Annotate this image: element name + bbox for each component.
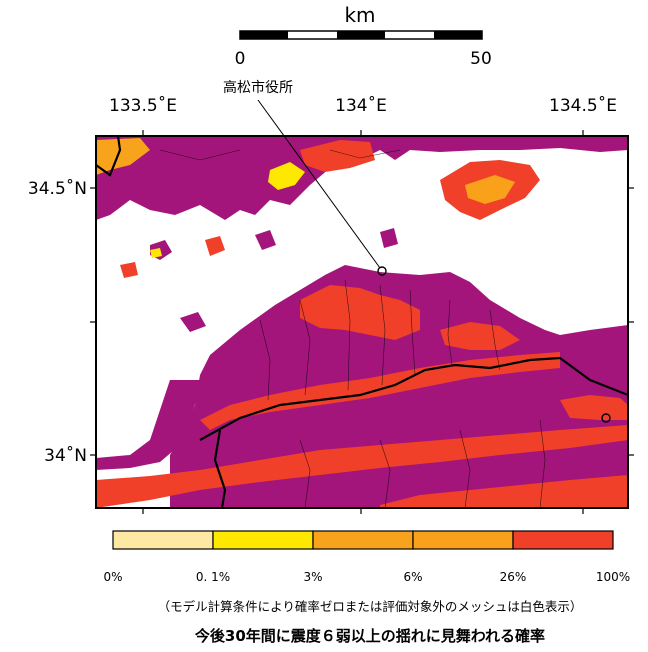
scale-bar-end: 50: [470, 49, 492, 69]
lat-tick-label: 34˚N: [44, 445, 87, 466]
small-island: [205, 236, 225, 256]
scale-bar: km 0 50: [235, 3, 492, 69]
legend-tick-label: 0. 1%: [196, 570, 230, 584]
legend-swatch: [212, 530, 314, 550]
scale-bar-segment: [434, 31, 482, 39]
small-island: [380, 228, 398, 248]
map-area: [96, 136, 628, 508]
legend-swatch: [312, 530, 414, 550]
chugoku-orange: [96, 138, 150, 175]
legend-swatch: [412, 530, 514, 550]
chugoku-yellow: [268, 162, 305, 190]
figure-title: 今後30年間に震度６弱以上の揺れに見舞われる確率: [194, 627, 545, 645]
prefecture-boundary: [213, 429, 227, 508]
legend-tick-label: 100%: [596, 570, 630, 584]
small-island: [255, 230, 276, 250]
lon-tick-label: 134.5˚E: [549, 95, 617, 116]
lat-tick-label: 34.5˚N: [28, 178, 87, 199]
legend-tick-label: 6%: [403, 570, 422, 584]
red-band-south: [96, 425, 628, 508]
red-band-central: [200, 352, 560, 430]
landmark-marker-east: [601, 413, 611, 423]
chugoku-land: [96, 136, 628, 220]
small-island: [120, 262, 138, 278]
legend-tick-label: 3%: [303, 570, 322, 584]
prefecture-boundary: [96, 136, 122, 177]
lon-tick-label: 133.5˚E: [109, 95, 177, 116]
map-ticks: [90, 130, 634, 514]
red-patch-north: [300, 285, 420, 340]
municipal-boundaries: [159, 149, 546, 508]
red-patch-east: [560, 395, 628, 420]
lon-tick-label: 134˚E: [335, 95, 387, 116]
landmark-label: 高松市役所: [223, 79, 293, 96]
scale-bar-segment: [337, 31, 385, 39]
scale-bar-start: 0: [235, 49, 246, 69]
scale-bar-segment: [240, 31, 288, 39]
small-island: [150, 248, 162, 258]
legend: 0% 0. 1% 3% 6% 26% 100%: [103, 530, 630, 584]
shodoshima-orange: [465, 175, 515, 204]
legend-note: （モデル計算条件により確率ゼロまたは評価対象外のメッシュは白色表示）: [158, 599, 583, 614]
legend-swatch: [112, 530, 214, 550]
red-band-far-south: [380, 475, 628, 508]
chugoku-red: [300, 140, 375, 172]
legend-tick-label: 26%: [500, 570, 527, 584]
takamatsu-city-hall-marker: [377, 266, 387, 276]
small-island: [180, 312, 206, 332]
landmark-leader-line: [257, 99, 381, 269]
legend-tick-label: 0%: [103, 570, 122, 584]
prefecture-boundary: [199, 356, 628, 441]
legend-swatch: [512, 530, 614, 550]
red-patch-northeast: [440, 322, 520, 350]
scale-bar-unit: km: [344, 3, 375, 27]
west-coast-land: [96, 380, 205, 470]
